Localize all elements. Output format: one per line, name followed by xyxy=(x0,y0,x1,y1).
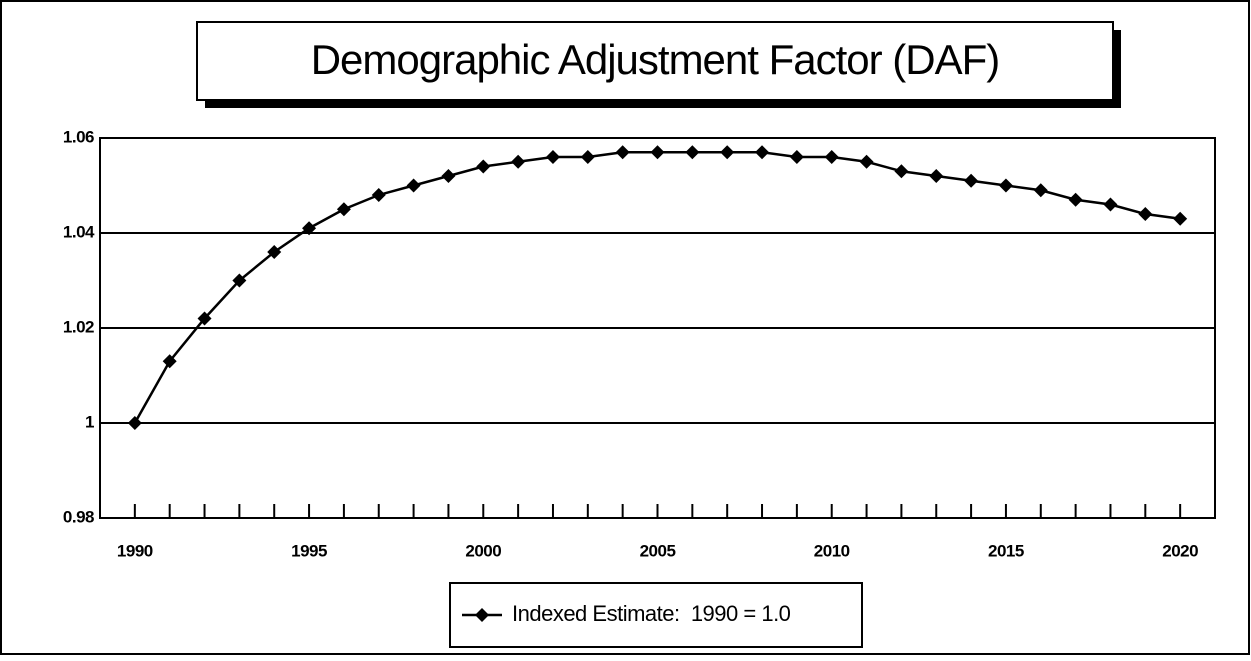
data-point xyxy=(336,202,351,217)
data-point xyxy=(302,221,317,236)
data-point xyxy=(406,178,421,193)
data-point xyxy=(929,169,944,183)
data-point xyxy=(1068,192,1083,207)
y-tick-label: 1.04 xyxy=(63,222,95,241)
data-point xyxy=(685,145,700,160)
data-point xyxy=(859,154,874,169)
legend-label: Indexed Estimate: 1990 = 1.0 xyxy=(512,601,791,626)
legend-box xyxy=(449,582,863,648)
data-point xyxy=(998,178,1013,193)
y-tick-label: 1.06 xyxy=(63,127,94,146)
y-tick-label: 1.02 xyxy=(63,317,94,336)
legend-marker xyxy=(475,608,489,622)
data-point xyxy=(1033,183,1048,198)
data-point xyxy=(127,416,142,430)
data-point xyxy=(615,145,630,160)
x-tick-label: 2020 xyxy=(1162,541,1198,560)
x-tick-label: 2015 xyxy=(988,541,1024,560)
y-tick-label: 1 xyxy=(85,412,94,431)
data-point xyxy=(755,145,770,160)
data-point xyxy=(650,145,665,160)
title-box xyxy=(196,21,1114,101)
x-tick-label: 1990 xyxy=(117,541,153,560)
x-tick-label: 2005 xyxy=(640,541,676,560)
x-tick-label: 2010 xyxy=(814,541,850,560)
data-point xyxy=(789,150,804,164)
x-tick-label: 1995 xyxy=(291,541,327,560)
data-point xyxy=(197,311,212,326)
data-point xyxy=(511,154,526,169)
data-point xyxy=(894,164,909,179)
data-point xyxy=(267,245,282,259)
data-point xyxy=(1173,211,1188,226)
data-point xyxy=(720,145,735,160)
data-point xyxy=(964,173,979,188)
data-point xyxy=(545,150,560,164)
data-point xyxy=(580,150,595,164)
data-point xyxy=(1138,207,1153,221)
data-point xyxy=(371,188,386,202)
data-point xyxy=(441,169,456,183)
data-point xyxy=(476,159,491,174)
data-point xyxy=(824,150,839,164)
x-tick-label: 2000 xyxy=(465,541,501,560)
data-point xyxy=(1103,197,1118,212)
y-tick-label: 0.98 xyxy=(63,507,94,526)
data-point xyxy=(162,354,177,369)
data-point xyxy=(232,273,247,288)
chart-title: Demographic Adjustment Factor (DAF) xyxy=(311,36,1000,83)
